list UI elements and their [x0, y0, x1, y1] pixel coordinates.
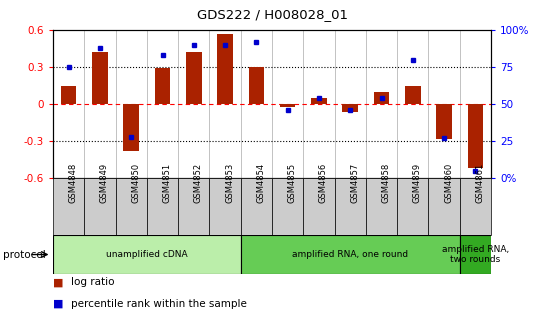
Text: GDS222 / H008028_01: GDS222 / H008028_01: [196, 8, 348, 22]
Text: GSM4856: GSM4856: [319, 163, 328, 203]
Bar: [397, 178, 429, 235]
Bar: [343, 104, 358, 112]
Bar: [240, 235, 460, 274]
Text: GSM4855: GSM4855: [288, 163, 297, 203]
Bar: [53, 235, 240, 274]
Text: GSM4859: GSM4859: [413, 163, 422, 203]
Bar: [53, 178, 84, 235]
Bar: [84, 178, 116, 235]
Text: amplified RNA,
two rounds: amplified RNA, two rounds: [442, 245, 509, 264]
Text: GSM4852: GSM4852: [194, 163, 203, 203]
Bar: [240, 178, 272, 235]
Bar: [123, 104, 139, 151]
Bar: [209, 178, 240, 235]
Bar: [92, 52, 108, 104]
Text: GSM4860: GSM4860: [444, 163, 453, 203]
Bar: [405, 86, 421, 104]
Bar: [155, 69, 170, 104]
Bar: [186, 52, 201, 104]
Bar: [280, 104, 296, 107]
Bar: [468, 104, 483, 168]
Bar: [248, 67, 264, 104]
Bar: [335, 178, 366, 235]
Text: GSM4848: GSM4848: [69, 163, 78, 203]
Bar: [178, 178, 209, 235]
Text: ■: ■: [53, 277, 64, 287]
Text: GSM4853: GSM4853: [225, 163, 234, 203]
Bar: [272, 178, 304, 235]
Bar: [147, 178, 178, 235]
Bar: [436, 104, 452, 139]
Bar: [429, 178, 460, 235]
Text: ■: ■: [53, 299, 64, 309]
Text: GSM4857: GSM4857: [350, 163, 359, 203]
Text: unamplified cDNA: unamplified cDNA: [106, 250, 187, 259]
Bar: [311, 98, 327, 104]
Text: GSM4854: GSM4854: [256, 163, 266, 203]
Bar: [460, 235, 491, 274]
Bar: [217, 34, 233, 104]
Bar: [374, 92, 389, 104]
Bar: [116, 178, 147, 235]
Text: GSM4849: GSM4849: [100, 163, 109, 203]
Bar: [366, 178, 397, 235]
Text: GSM4851: GSM4851: [162, 163, 171, 203]
Text: GSM4850: GSM4850: [131, 163, 140, 203]
Text: GSM4858: GSM4858: [382, 163, 391, 203]
Bar: [61, 86, 76, 104]
Text: GSM4861: GSM4861: [475, 163, 484, 203]
Text: percentile rank within the sample: percentile rank within the sample: [71, 299, 247, 309]
Text: amplified RNA, one round: amplified RNA, one round: [292, 250, 408, 259]
Text: log ratio: log ratio: [71, 277, 114, 287]
Bar: [304, 178, 335, 235]
Text: protocol: protocol: [3, 250, 46, 259]
Bar: [460, 178, 491, 235]
